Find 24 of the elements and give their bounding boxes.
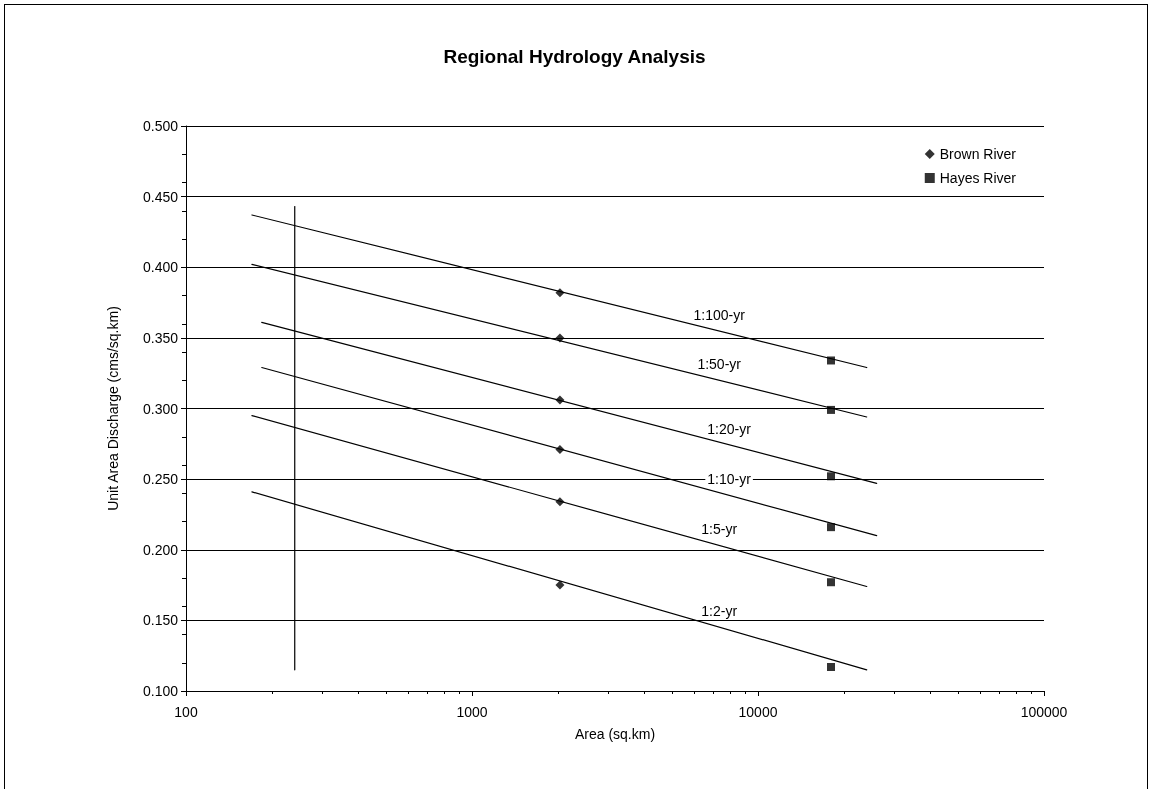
y-tick-label: 0.200 — [142, 541, 179, 558]
x-tick-label: 1000 — [456, 704, 488, 720]
y-tick-label: 0.400 — [142, 259, 179, 276]
series-label: 1:20-yr — [707, 420, 752, 437]
y-tick-label: 0.450 — [142, 188, 179, 205]
x-tick-label: 100 — [174, 704, 198, 720]
series-label: 1:50-yr — [697, 356, 742, 373]
legend-label: Brown River — [939, 146, 1017, 162]
series-label: 1:10-yr — [707, 471, 752, 488]
x-axis-title: Area (sq.km) — [574, 726, 656, 742]
y-axis-title: Unit Area Discharge (cms/sq.km) — [105, 306, 121, 511]
chart-title: Regional Hydrology Analysis — [443, 46, 706, 67]
y-tick-label: 0.300 — [142, 400, 179, 417]
y-tick-label: 0.250 — [142, 471, 179, 488]
y-tick-label: 0.500 — [142, 118, 179, 134]
x-tick-label: 10000 — [738, 704, 778, 720]
y-tick-label: 0.100 — [142, 683, 179, 699]
y-tick-label: 0.150 — [142, 612, 179, 629]
legend-label: Hayes River — [939, 170, 1017, 186]
series-label: 1:2-yr — [701, 603, 738, 620]
x-tick-label: 100000 — [1020, 704, 1068, 720]
series-label: 1:5-yr — [701, 521, 738, 538]
series-label: 1:100-yr — [693, 306, 746, 323]
y-tick-label: 0.350 — [142, 329, 179, 346]
